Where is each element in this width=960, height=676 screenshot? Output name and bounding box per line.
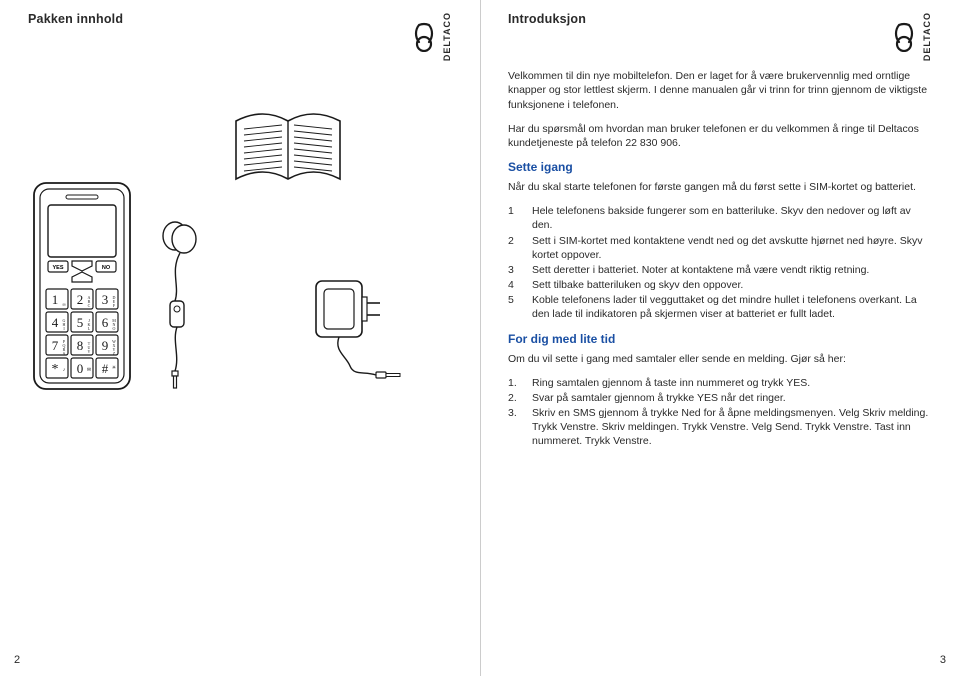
step-text: Hele telefonens bakside fungerer som en … — [532, 204, 932, 232]
svg-text:0: 0 — [77, 361, 84, 376]
svg-text:#: # — [102, 361, 109, 376]
svg-text:6: 6 — [102, 315, 109, 330]
svg-text:O: O — [113, 326, 116, 331]
step-number: 3. — [508, 406, 532, 449]
list-item: 1.Ring samtalen gjennom å taste inn numm… — [508, 376, 932, 390]
svg-text:NO: NO — [102, 265, 111, 271]
delta-icon — [889, 22, 919, 52]
step-text: Sett i SIM-kortet med kontaktene vendt n… — [532, 234, 932, 262]
step-number: 4 — [508, 278, 532, 292]
subhead-setup: Sette igang — [508, 160, 932, 174]
list-item: 4Sett tilbake batteriluken og skyv den o… — [508, 278, 932, 292]
svg-text:*: * — [52, 362, 59, 377]
headset-illustration-icon — [150, 221, 210, 394]
intro-paragraph-2: Har du spørsmål om hvordan man bruker te… — [508, 122, 932, 150]
left-title: Pakken innhold — [28, 12, 123, 26]
page-number-left: 2 — [14, 654, 20, 666]
package-illustrations: YES NO 1∞ 2ABC 3DEF 4GHI 5JKL 6MNO 7PQRS… — [28, 181, 452, 394]
svg-text:4: 4 — [52, 315, 59, 330]
charger-illustration-icon — [306, 271, 416, 394]
subhead-quick: For dig med lite tid — [508, 332, 932, 346]
svg-text:2: 2 — [77, 292, 84, 307]
list-item: 1Hele telefonens bakside fungerer som en… — [508, 204, 932, 232]
svg-text:1: 1 — [52, 292, 59, 307]
svg-text:YES: YES — [52, 265, 63, 271]
step-number: 1. — [508, 376, 532, 390]
svg-text:C: C — [88, 303, 91, 308]
svg-text:S: S — [63, 351, 65, 356]
step-text: Ring samtalen gjennom å taste inn nummer… — [532, 376, 810, 390]
delta-icon — [409, 22, 439, 52]
step-text: Sett tilbake batteriluken og skyv den op… — [532, 278, 743, 292]
svg-text:✉: ✉ — [87, 367, 91, 373]
step-text: Skriv en SMS gjennom å trykke Ned for å … — [532, 406, 932, 449]
svg-text:3: 3 — [102, 292, 109, 307]
manual-illustration-icon — [228, 101, 348, 194]
step-number: 3 — [508, 263, 532, 277]
phone-illustration-icon: YES NO 1∞ 2ABC 3DEF 4GHI 5JKL 6MNO 7PQRS… — [32, 181, 132, 394]
svg-text:∞: ∞ — [62, 303, 66, 308]
svg-text:☀: ☀ — [112, 365, 117, 371]
left-header: Pakken innhold DELTACO — [28, 12, 452, 61]
step-number: 2 — [508, 234, 532, 262]
step-text: Koble telefonens lader til vegguttaket o… — [532, 293, 932, 321]
quick-steps-list: 1.Ring samtalen gjennom å taste inn numm… — [508, 376, 932, 449]
step-text: Svar på samtaler gjennom å trykke YES nå… — [532, 391, 786, 405]
svg-text:8: 8 — [77, 338, 84, 353]
left-page: Pakken innhold DELTACO — [0, 0, 480, 676]
list-item: 3Sett deretter i batteriet. Noter at kon… — [508, 263, 932, 277]
sim-paragraph: Når du skal starte telefonen for første … — [508, 180, 932, 194]
list-item: 2.Svar på samtaler gjennom å trykke YES … — [508, 391, 932, 405]
right-header: Introduksjon DELTACO — [508, 12, 932, 61]
setup-steps-list: 1Hele telefonens bakside fungerer som en… — [508, 204, 932, 321]
list-item: 5Koble telefonens lader til vegguttaket … — [508, 293, 932, 321]
list-item: 3.Skriv en SMS gjennom å trykke Ned for … — [508, 406, 932, 449]
right-title: Introduksjon — [508, 12, 586, 26]
step-number: 1 — [508, 204, 532, 232]
step-text: Sett deretter i batteriet. Noter at kont… — [532, 263, 869, 277]
step-number: 5 — [508, 293, 532, 321]
quick-paragraph: Om du vil sette i gang med samtaler elle… — [508, 352, 932, 366]
list-item: 2Sett i SIM-kortet med kontaktene vendt … — [508, 234, 932, 262]
svg-text:7: 7 — [52, 338, 59, 353]
logo-text: DELTACO — [922, 12, 932, 61]
logo-text: DELTACO — [442, 12, 452, 61]
step-number: 2. — [508, 391, 532, 405]
svg-text:9: 9 — [102, 338, 109, 353]
svg-text:V: V — [88, 349, 91, 354]
page-number-right: 3 — [940, 654, 946, 666]
brand-logo: DELTACO — [409, 12, 452, 61]
brand-logo: DELTACO — [889, 12, 932, 61]
intro-paragraph-1: Velkommen til din nye mobiltelefon. Den … — [508, 69, 932, 112]
right-page: Introduksjon DELTACO Velkommen til din n… — [480, 0, 960, 676]
svg-text:5: 5 — [77, 315, 84, 330]
